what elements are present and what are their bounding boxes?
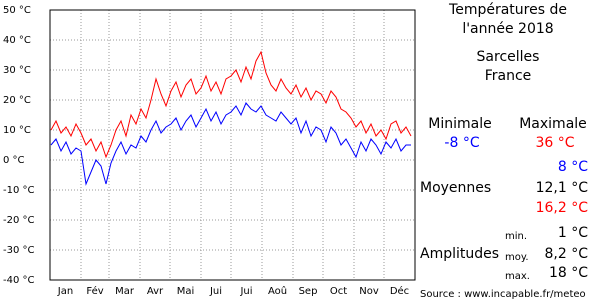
y-tick-label: 50 °C: [3, 5, 31, 16]
y-tick-label: -20 °C: [3, 215, 35, 226]
series-line: [50, 50, 412, 159]
stat-label: moy.: [505, 252, 529, 263]
y-tick-label: 0 °C: [3, 155, 25, 166]
title: Températures de: [448, 2, 567, 18]
stat-label: Maximale: [519, 116, 587, 132]
x-tick-label: Mar: [115, 286, 135, 297]
stat-label: max.: [505, 271, 530, 282]
stat-label: Moyennes: [420, 180, 491, 196]
x-tick-label: Oct: [330, 286, 347, 297]
x-tick-label: Avr: [147, 286, 164, 297]
x-tick-label: Fév: [86, 285, 103, 297]
stat-label: min.: [505, 231, 527, 242]
y-tick-label: 30 °C: [3, 65, 31, 76]
x-tick-label: Jui: [209, 286, 222, 297]
stat-value: 12,1 °C: [536, 180, 589, 196]
stat-value: 18 °C: [549, 265, 588, 281]
place: France: [485, 68, 532, 84]
stat-value: 8,2 °C: [545, 246, 589, 262]
x-tick-label: Mai: [177, 286, 195, 297]
y-tick-label: 10 °C: [3, 125, 31, 136]
x-tick-label: Déc: [390, 285, 409, 297]
series-line: [50, 102, 411, 186]
title: l'année 2018: [462, 21, 553, 37]
y-tick-label: 20 °C: [3, 95, 31, 106]
stat-label: Minimale: [428, 116, 491, 132]
stat-value: 1 °C: [558, 225, 588, 241]
y-tick-label: 40 °C: [3, 35, 31, 46]
stat-value: 36 °C: [535, 135, 574, 151]
stat-value: 16,2 °C: [536, 200, 589, 216]
place: Sarcelles: [477, 49, 540, 65]
plot-frame: [49, 9, 416, 281]
x-tick-label: Jui: [239, 286, 252, 297]
x-tick-label: Sep: [299, 286, 318, 297]
x-tick-label: Nov: [359, 286, 379, 297]
x-tick-label: Aoû: [268, 285, 287, 297]
y-tick-label: -40 °C: [3, 275, 35, 286]
stat-label: Amplitudes: [420, 246, 499, 262]
x-tick-label: Jan: [57, 286, 73, 297]
source: Source : www.incapable.fr/meteo: [420, 289, 586, 300]
stat-value: 8 °C: [558, 159, 588, 175]
y-tick-label: -10 °C: [3, 185, 35, 196]
stat-value: -8 °C: [444, 135, 479, 151]
y-tick-label: -30 °C: [3, 245, 35, 256]
